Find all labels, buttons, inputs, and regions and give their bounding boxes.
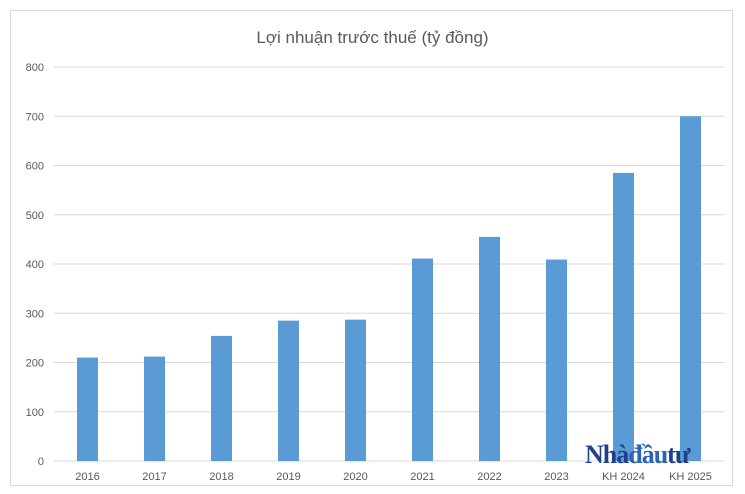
x-tick-label: 2022 xyxy=(477,471,501,483)
bar xyxy=(680,116,701,461)
x-tick-label: 2019 xyxy=(276,471,300,483)
bar xyxy=(479,236,500,461)
x-tick-label: 2017 xyxy=(142,471,166,483)
y-tick-label: 400 xyxy=(26,259,44,271)
x-tick-label: KH 2025 xyxy=(669,471,712,483)
bars xyxy=(77,116,701,461)
bar xyxy=(546,259,567,461)
bar xyxy=(144,356,165,461)
y-tick-label: 200 xyxy=(26,358,44,370)
x-tick-label: 2016 xyxy=(75,471,99,483)
chart-frame xyxy=(10,10,733,486)
watermark-part1: Nhà xyxy=(585,440,629,469)
x-axis-ticks: 2016 2017 2018 2019 2020 2021 2022 2023 KH 2024 K… xyxy=(75,471,712,483)
x-tick-label: 2018 xyxy=(209,471,233,483)
watermark-part2: đầu xyxy=(628,440,668,469)
bar xyxy=(412,258,433,461)
y-tick-label: 600 xyxy=(26,161,44,173)
y-tick-label: 0 xyxy=(38,456,44,468)
x-tick-label: 2023 xyxy=(544,471,568,483)
bar xyxy=(211,335,232,461)
watermark-logo: Nhàđầutư xyxy=(585,440,690,470)
y-tick-label: 500 xyxy=(26,210,44,222)
x-tick-label: KH 2024 xyxy=(602,471,645,483)
bar xyxy=(77,357,98,461)
gridlines xyxy=(54,66,724,462)
y-tick-label: 800 xyxy=(26,62,44,74)
x-tick-label: 2020 xyxy=(343,471,367,483)
y-axis-ticks: 0 100 200 300 400 500 600 700 800 xyxy=(26,62,44,468)
y-tick-label: 100 xyxy=(26,407,44,419)
y-tick-label: 300 xyxy=(26,308,44,320)
bar xyxy=(345,319,366,461)
chart-title: Lợi nhuận trước thuế (tỷ đồng) xyxy=(256,28,489,47)
x-tick-label: 2021 xyxy=(410,471,434,483)
y-tick-label: 700 xyxy=(26,111,44,123)
bar xyxy=(278,320,299,461)
watermark-part3: tư xyxy=(667,440,690,469)
bar xyxy=(613,172,634,461)
